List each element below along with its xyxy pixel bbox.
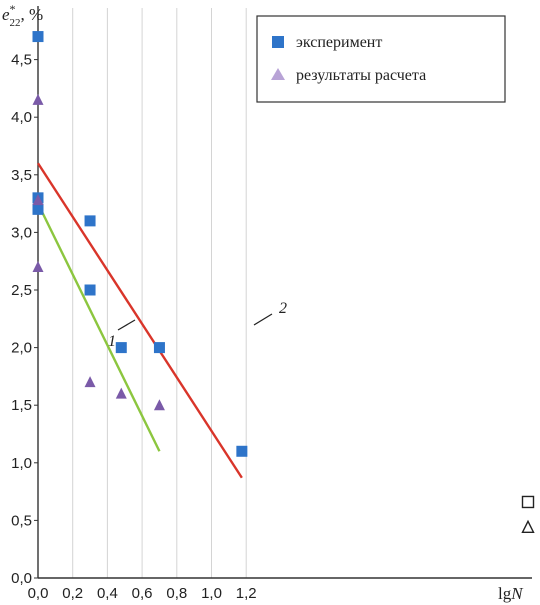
point-calculation [32, 194, 44, 206]
point-experiment [84, 215, 96, 227]
y-tick-label: 4,5 [11, 52, 32, 69]
y-axis-label: e* 22, % [2, 2, 43, 29]
y-tick-label: 4,0 [11, 109, 32, 126]
trend-line-2 [36, 162, 243, 479]
curve-1-label: 1 [108, 333, 116, 350]
tick-labels: 0,0 0,5 1,0 1,5 2,0 2,5 3,0 3,5 4,0 4,5 0,0 0,2 0,4 0… [11, 52, 256, 602]
point-calculation [32, 260, 44, 272]
legend-label-experiment: эксперимент [296, 34, 382, 51]
y-tick-label: 1,0 [11, 455, 32, 472]
x-tick-label: 1,2 [236, 585, 257, 602]
x-axis-label: lgN [498, 584, 524, 603]
data-points [32, 31, 248, 457]
x-tick-label: 1,0 [201, 585, 222, 602]
y-tick-label: 1,5 [11, 397, 32, 414]
point-experiment [32, 203, 44, 215]
y-tick-label: 3,5 [11, 167, 32, 184]
open-square-marker [521, 495, 535, 509]
y-tick-label: 3,0 [11, 224, 32, 241]
y-tick-label: 0,0 [11, 570, 32, 587]
curve-1-leader [117, 319, 136, 331]
grid [72, 8, 247, 578]
point-calculation [153, 399, 165, 411]
open-triangle-marker [521, 519, 535, 534]
y-tick-label: 0,5 [11, 512, 32, 529]
x-tick-label: 0,0 [28, 585, 49, 602]
point-experiment [84, 284, 96, 296]
legend: эксперимент результаты расчета [256, 15, 506, 103]
curve-2-label: 2 [279, 300, 287, 317]
y-tick-label: 2,0 [11, 340, 32, 357]
point-experiment [153, 342, 165, 354]
y-tick-label: 2,5 [11, 282, 32, 299]
x-tick-label: 0,2 [62, 585, 83, 602]
extra-markers [521, 495, 535, 534]
legend-label-calculation: результаты расчета [296, 67, 426, 84]
trend-lines: 12 [36, 162, 287, 479]
point-experiment [236, 445, 248, 457]
x-tick-label: 0,4 [97, 585, 118, 602]
legend-marker-calculation [271, 68, 285, 80]
x-tick-label: 0,6 [132, 585, 153, 602]
point-calculation [84, 376, 96, 388]
point-calculation [32, 93, 44, 105]
point-experiment [32, 31, 44, 43]
legend-marker-experiment [272, 36, 284, 48]
x-tick-label: 0,8 [166, 585, 187, 602]
point-experiment [115, 342, 127, 354]
trend-line-1 [36, 203, 161, 452]
legend-box [256, 15, 506, 103]
curve-2-leader [253, 313, 273, 326]
point-calculation [115, 387, 127, 399]
